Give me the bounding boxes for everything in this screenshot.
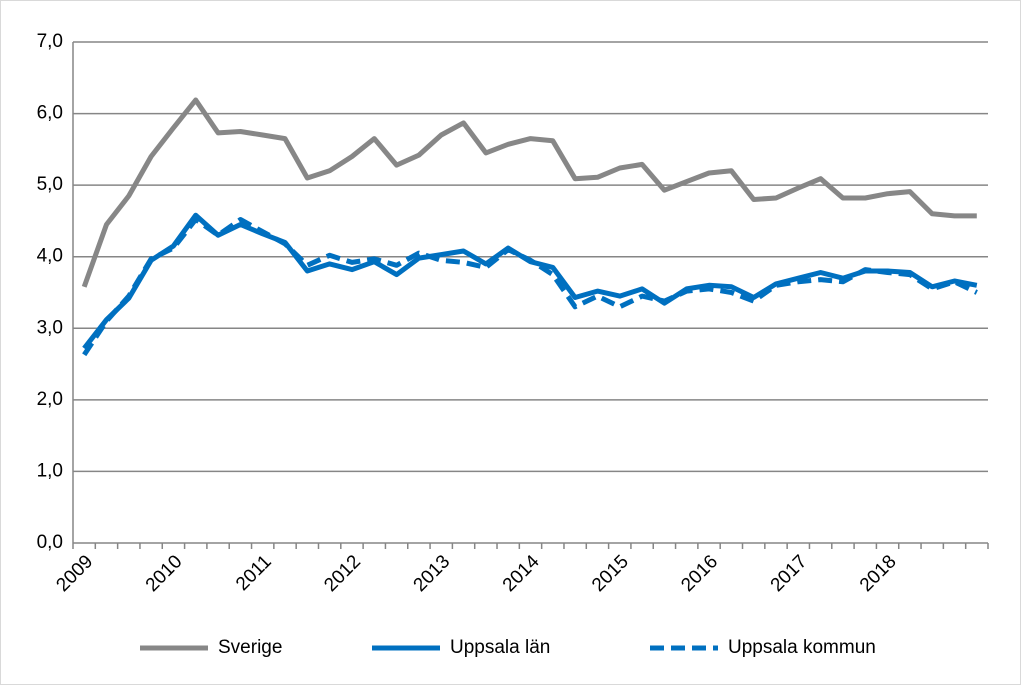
y-tick-label: 0,0 bbox=[37, 532, 63, 553]
legend-label: Uppsala kommun bbox=[728, 637, 876, 658]
series-line bbox=[82, 217, 978, 357]
y-tick-label: 2,0 bbox=[37, 389, 63, 410]
y-tick-label: 6,0 bbox=[37, 103, 63, 124]
y-tick-label: 7,0 bbox=[37, 31, 63, 52]
y-tick-label: 1,0 bbox=[37, 460, 63, 481]
legend-label: Uppsala län bbox=[450, 637, 550, 658]
y-tick-label: 4,0 bbox=[37, 246, 63, 267]
y-tick-label: 3,0 bbox=[37, 317, 63, 338]
legend-label: Sverige bbox=[218, 637, 282, 658]
y-tick-label: 5,0 bbox=[37, 174, 63, 195]
series-line bbox=[81, 97, 977, 288]
